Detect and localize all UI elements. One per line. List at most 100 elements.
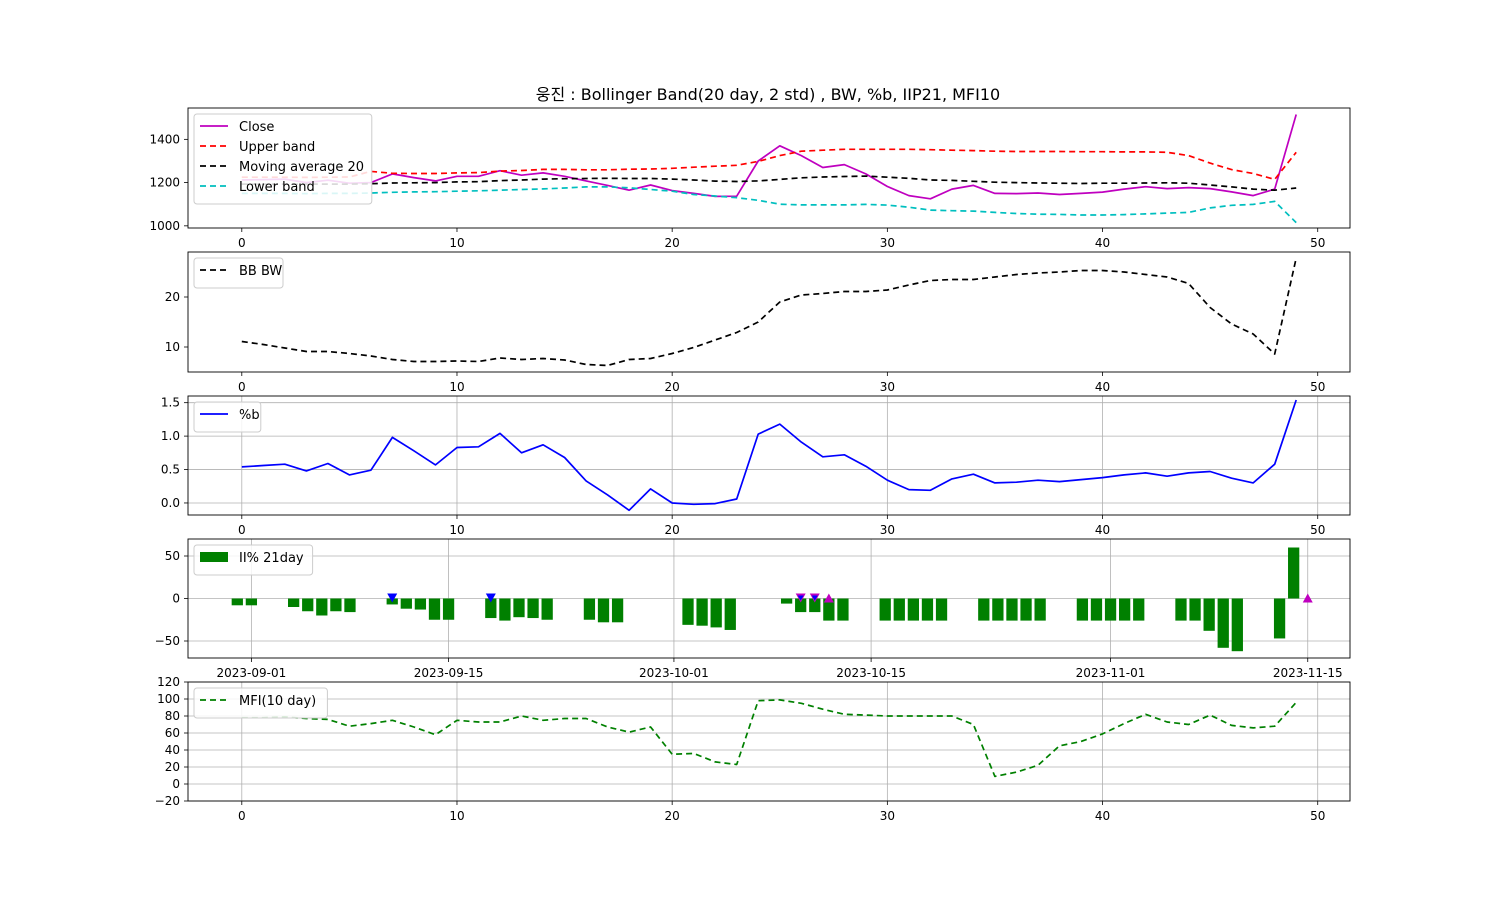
signal-marker <box>485 593 496 603</box>
bar <box>823 598 835 621</box>
bar <box>583 598 596 620</box>
y-tick-label: 120 <box>157 675 180 689</box>
x-tick-label: 2023-09-01 <box>217 666 287 680</box>
series-line <box>241 186 1297 224</box>
legend-box <box>193 401 262 433</box>
bar <box>795 598 807 613</box>
bar <box>499 598 511 621</box>
bar <box>893 598 905 621</box>
axes-frame <box>187 395 1351 516</box>
axes-frame <box>187 251 1351 373</box>
plot-area <box>241 114 1298 224</box>
bar <box>316 598 328 616</box>
bar <box>231 598 243 606</box>
bar <box>344 598 356 613</box>
bar <box>527 598 539 619</box>
bar <box>400 598 412 609</box>
x-tick-label: 2023-09-15 <box>414 666 484 680</box>
axes-frame <box>187 107 1351 229</box>
bar <box>1034 598 1046 621</box>
legend-label: Moving average 20 <box>239 160 364 175</box>
bar <box>1189 598 1201 621</box>
series-line <box>241 257 1298 367</box>
x-tick-label: 0 <box>238 236 246 250</box>
legend-label: Close <box>239 120 274 135</box>
axes-frame <box>187 538 1351 659</box>
x-tick-label: 40 <box>1095 236 1110 250</box>
bar <box>330 598 342 612</box>
bar <box>1175 598 1187 621</box>
y-tick-label: 50 <box>165 549 180 563</box>
x-tick-label: 10 <box>449 809 464 823</box>
bar <box>1076 598 1089 621</box>
bar <box>1203 598 1215 631</box>
bar <box>245 598 258 606</box>
bar <box>442 598 455 620</box>
x-tick-label: 50 <box>1310 809 1325 823</box>
x-tick-label: 30 <box>880 523 895 537</box>
series-line <box>241 148 1297 181</box>
bar <box>992 598 1004 621</box>
signal-marker <box>811 595 818 601</box>
x-tick-label: 50 <box>1310 523 1325 537</box>
bar <box>1217 598 1229 648</box>
bar <box>428 598 441 620</box>
bar <box>696 598 708 626</box>
bar <box>611 598 624 623</box>
series-line <box>241 699 1297 778</box>
x-tick-label: 30 <box>880 380 895 394</box>
legend: Close Upper band Moving average 20 Lower ba… <box>193 113 373 205</box>
series-line <box>241 399 1298 512</box>
y-tick-label: 1.0 <box>161 429 180 443</box>
x-tick-label: 30 <box>880 809 895 823</box>
x-tick-label: 40 <box>1095 523 1110 537</box>
x-tick-label: 2023-10-01 <box>639 666 709 680</box>
bar <box>1119 598 1131 621</box>
plot-area <box>231 547 1313 652</box>
bar <box>288 598 300 607</box>
y-tick-label: 10 <box>165 340 180 354</box>
bar <box>1133 598 1145 621</box>
x-tick-label: 50 <box>1310 236 1325 250</box>
y-tick-label: 20 <box>165 290 180 304</box>
x-tick-label: 0 <box>238 809 246 823</box>
x-tick-label: 0 <box>238 523 246 537</box>
legend-box <box>193 113 373 205</box>
legend-box <box>193 687 328 719</box>
bar <box>1006 598 1018 621</box>
bar <box>710 598 722 628</box>
bar <box>921 598 934 621</box>
bar <box>907 598 920 621</box>
y-tick-label: 0 <box>172 777 180 791</box>
y-tick-label: 40 <box>165 743 180 757</box>
legend: %b <box>193 401 262 433</box>
legend-box <box>193 257 284 289</box>
bar <box>302 598 314 612</box>
x-tick-label: 20 <box>665 380 680 394</box>
legend-label: MFI(10 day) <box>239 694 316 709</box>
legend-label: %b <box>239 408 260 423</box>
plot-area <box>241 257 1298 367</box>
bar <box>724 598 736 630</box>
legend-label: II% 21day <box>239 551 304 566</box>
bar <box>837 598 849 621</box>
bar <box>541 598 553 620</box>
y-tick-label: −20 <box>155 794 180 808</box>
intraday-intensity-panel: 2023-09-01 2023-09-15 2023-10-01 2023-10-15… <box>155 538 1351 680</box>
bar <box>1020 598 1032 621</box>
x-tick-label: 10 <box>449 523 464 537</box>
bar <box>1104 598 1117 621</box>
bar <box>935 598 948 621</box>
y-tick-label: 20 <box>165 760 180 774</box>
y-tick-label: 100 <box>157 692 180 706</box>
price-panel: 0 10 20 30 40 50 1000 1200 1400 Close Upper band Mo… <box>149 107 1351 250</box>
x-tick-label: 2023-10-15 <box>836 666 906 680</box>
mfi-panel: 0 10 20 30 40 50 −20 0 20 40 60 80 100 120 MFI(10 day) <box>155 675 1351 823</box>
series-line <box>241 175 1297 192</box>
y-tick-label: 1200 <box>149 176 180 190</box>
x-tick-label: 30 <box>880 236 895 250</box>
y-tick-label: 0 <box>172 592 180 606</box>
legend-label: BB BW <box>239 264 282 279</box>
